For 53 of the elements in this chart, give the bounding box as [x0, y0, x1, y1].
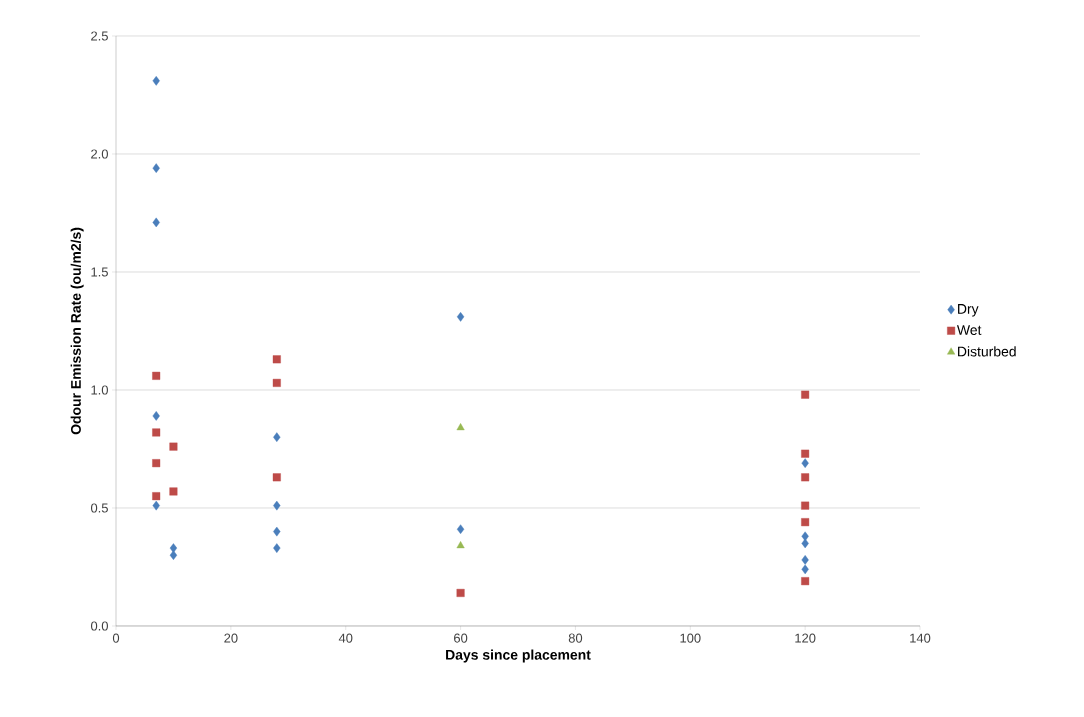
point — [152, 459, 161, 468]
point — [456, 423, 465, 431]
point — [801, 501, 810, 510]
legend-label: Dry — [958, 304, 979, 317]
point — [272, 378, 281, 387]
point — [273, 543, 281, 553]
point — [272, 473, 281, 482]
point — [272, 355, 281, 364]
legend-label: Wet — [956, 325, 982, 335]
x-tick-label: 0 — [112, 633, 120, 643]
x-tick-label: 80 — [568, 633, 583, 643]
point — [456, 524, 465, 535]
point — [152, 492, 161, 501]
point — [801, 555, 809, 565]
y-tick-label: 0.5 — [90, 503, 108, 513]
point — [152, 217, 160, 228]
x-tick-label: 20 — [224, 633, 238, 643]
point — [152, 428, 161, 437]
point — [801, 577, 810, 586]
y-tick-label: 1.0 — [91, 385, 108, 395]
point — [801, 564, 809, 575]
point — [456, 312, 465, 322]
legend-label: Disturbed — [958, 346, 1016, 357]
point — [152, 163, 160, 173]
point — [152, 500, 160, 511]
point — [801, 538, 809, 549]
point — [152, 411, 160, 421]
x-tick-label: 40 — [338, 633, 353, 643]
point — [456, 541, 465, 549]
x-tick-label: 100 — [680, 633, 701, 643]
point — [273, 500, 281, 511]
x-axis-title: Days since placement — [446, 649, 591, 663]
point — [152, 371, 161, 380]
y-tick-label: 2.5 — [91, 31, 108, 41]
y-tick-label: 0.0 — [90, 621, 108, 631]
x-tick-label: 140 — [910, 633, 931, 643]
point — [801, 458, 809, 468]
x-tick-label: 60 — [454, 633, 468, 643]
y-tick-label: 1.5 — [91, 267, 108, 277]
point — [169, 487, 178, 496]
y-axis-title: Odour Emission Rate (ou/m2/s) — [70, 227, 84, 435]
x-tick-label: 120 — [795, 633, 816, 643]
point — [801, 390, 810, 399]
point — [801, 449, 810, 458]
point — [456, 588, 465, 597]
point — [169, 550, 178, 560]
point — [273, 526, 281, 537]
point — [169, 442, 178, 451]
point — [273, 432, 281, 442]
y-tick-label: 2.0 — [91, 149, 108, 159]
point — [152, 76, 160, 86]
point — [801, 473, 810, 482]
point — [801, 518, 810, 527]
